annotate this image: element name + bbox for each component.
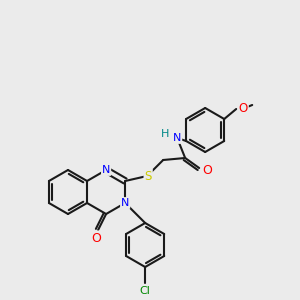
Text: H: H bbox=[161, 129, 169, 139]
Text: S: S bbox=[145, 169, 152, 182]
Text: O: O bbox=[238, 101, 248, 115]
Text: N: N bbox=[102, 165, 110, 175]
Text: O: O bbox=[91, 232, 101, 244]
Text: N: N bbox=[173, 133, 181, 143]
Text: N: N bbox=[121, 198, 129, 208]
Text: O: O bbox=[202, 164, 212, 176]
Text: Cl: Cl bbox=[140, 286, 151, 296]
